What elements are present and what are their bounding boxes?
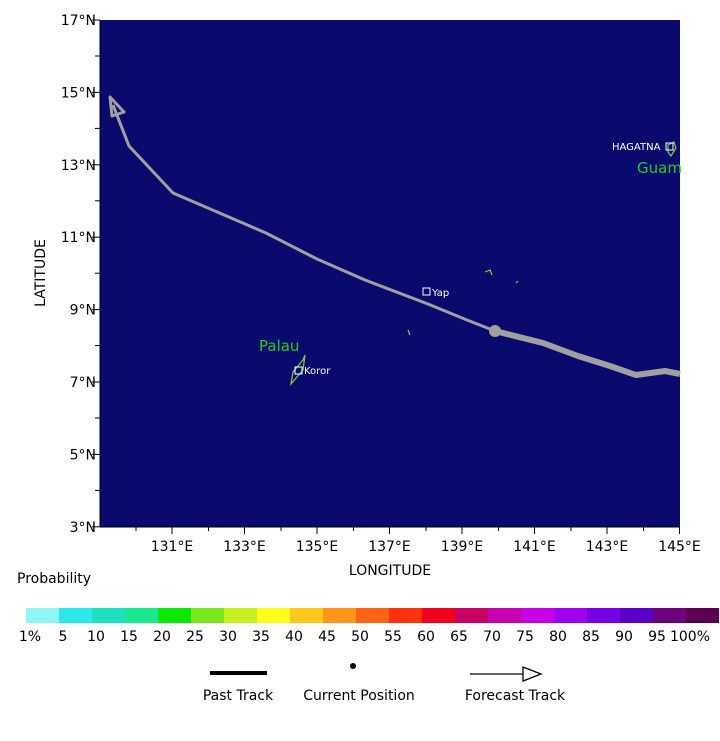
y-axis-label: LATITUDE <box>33 239 49 307</box>
legend-swatch <box>257 608 290 623</box>
legend-swatch <box>686 608 719 623</box>
forecast-track-sample-arrowhead <box>522 666 543 682</box>
lon-tick-label: 131°E <box>151 539 194 555</box>
lon-tick-label: 141°E <box>513 539 556 555</box>
legend-swatch <box>92 608 125 623</box>
forecast-track-legend-label: Forecast Track <box>465 688 566 704</box>
legend-swatch <box>224 608 257 623</box>
legend-swatch <box>191 608 224 623</box>
lon-tick-label: 137°E <box>368 539 411 555</box>
lon-tick-label: 145°E <box>658 539 701 555</box>
legend-swatch <box>455 608 488 623</box>
lat-tick-label: 3°N <box>70 520 96 536</box>
lon-tick-label: 133°E <box>223 539 266 555</box>
legend-swatch <box>488 608 521 623</box>
legend-swatch-label: 1% <box>19 629 41 645</box>
legend-swatch-label: 15 <box>120 629 138 645</box>
yap-marker <box>422 287 431 296</box>
legend-swatch-label: 5 <box>59 629 68 645</box>
axis-ticks: 131°E 133°E 135°E 137°E 139°E 141°E 143°E 145°E… <box>61 13 701 555</box>
legend-swatch <box>521 608 554 623</box>
legend-swatch-label: 65 <box>450 629 468 645</box>
lat-tick-label: 5°N <box>70 447 96 463</box>
yap-islets <box>407 269 519 336</box>
current-position-sample <box>350 663 356 669</box>
palau-label: Palau <box>259 337 299 355</box>
lat-tick-label: 9°N <box>70 303 96 319</box>
legend-swatch-label: 85 <box>582 629 600 645</box>
lat-tick-label: 15°N <box>61 85 96 101</box>
legend-swatch <box>554 608 587 623</box>
forecast-track-line <box>111 104 496 333</box>
current-position-legend-label: Current Position <box>303 688 415 704</box>
koror-marker <box>294 366 303 375</box>
current-position-dot <box>489 325 501 337</box>
forecast-arrowhead <box>108 95 126 118</box>
hagatna-label: HAGATNA <box>612 142 661 153</box>
koror-label: Koror <box>304 366 331 377</box>
legend-swatch-label: 30 <box>219 629 237 645</box>
legend-swatch <box>389 608 422 623</box>
lon-tick-label: 139°E <box>441 539 484 555</box>
guam-label: Guam <box>637 159 682 177</box>
legend-swatch-label: 90 <box>615 629 633 645</box>
probability-color-bar: 1% 5 10 15 20 25 30 35 40 45 50 55 60 65 70 75 80 85 90 95 1… <box>19 608 719 645</box>
legend-swatch-label: 35 <box>252 629 270 645</box>
lon-tick-label: 143°E <box>586 539 629 555</box>
legend-swatch <box>422 608 455 623</box>
legend-swatch <box>587 608 620 623</box>
palau-islands <box>290 354 306 387</box>
legend-swatch <box>125 608 158 623</box>
legend-swatch <box>620 608 653 623</box>
legend-swatch-label: 70 <box>483 629 501 645</box>
lat-tick-label: 11°N <box>61 230 96 246</box>
legend-swatch <box>323 608 356 623</box>
legend-swatch <box>356 608 389 623</box>
legend-swatch <box>26 608 59 623</box>
legend-swatch-label: 80 <box>549 629 567 645</box>
legend-swatch-label: 45 <box>318 629 336 645</box>
legend-swatch-label: 55 <box>384 629 402 645</box>
legend-swatch <box>653 608 686 623</box>
lat-tick-label: 7°N <box>70 375 96 391</box>
lat-tick-label: 13°N <box>61 158 96 174</box>
legend-swatch-label: 75 <box>516 629 534 645</box>
yap-label: Yap <box>431 288 449 299</box>
legend-title: Probability <box>17 571 91 587</box>
lat-tick-label: 17°N <box>61 13 96 29</box>
x-axis-label: LONGITUDE <box>349 563 431 579</box>
hagatna-marker <box>665 142 674 151</box>
legend-swatch <box>290 608 323 623</box>
legend-swatch-label: 25 <box>186 629 204 645</box>
map-background <box>100 20 680 527</box>
past-track-legend-label: Past Track <box>203 688 274 704</box>
legend-swatch-label: 95 <box>648 629 666 645</box>
legend-swatch-label: 10 <box>87 629 105 645</box>
past-track-line <box>494 328 681 378</box>
lon-tick-label: 135°E <box>296 539 339 555</box>
legend-swatch-label: 60 <box>417 629 435 645</box>
legend-swatch-label: 40 <box>285 629 303 645</box>
legend-swatch-label: 100% <box>670 629 710 645</box>
legend-swatch-label: 20 <box>153 629 171 645</box>
legend-swatch <box>59 608 92 623</box>
legend-swatch <box>158 608 191 623</box>
legend-swatch-label: 50 <box>351 629 369 645</box>
